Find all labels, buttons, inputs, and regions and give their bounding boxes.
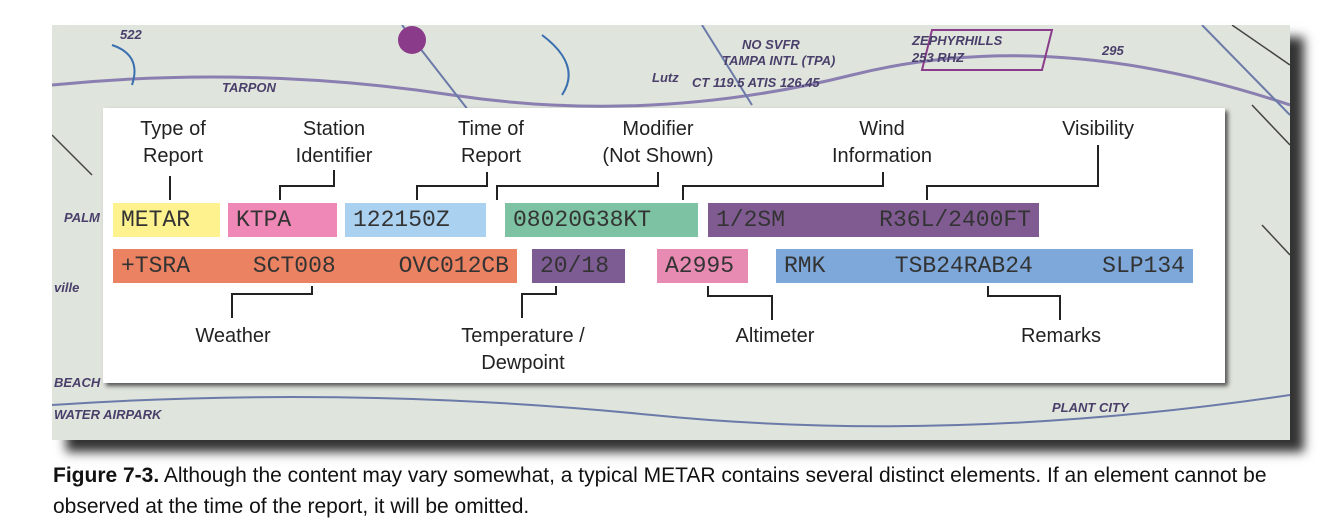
map-label: Lutz (652, 70, 679, 85)
map-label: 522 (120, 27, 142, 42)
metar-token: A2995 (665, 253, 735, 279)
map-lines (52, 25, 1290, 428)
metar-token: R36L/2400FT (879, 207, 1031, 233)
caption: Figure 7-3. Although the content may var… (53, 460, 1313, 522)
map-label: ZEPHYRHILLS (912, 33, 1003, 48)
metar-panel (103, 108, 1225, 383)
label-line: Modifier (622, 118, 694, 140)
label-line: (Not Shown) (602, 145, 714, 167)
label-line: Weather (195, 325, 271, 347)
connector (987, 286, 1061, 320)
metar-token: SCT008 (252, 253, 336, 279)
metar-token: 20/18 (540, 253, 610, 279)
map-label: PLANT CITY (1052, 400, 1129, 415)
element-label: Visibility (1062, 116, 1134, 143)
metar-token: OVC012CB (398, 253, 509, 279)
element-label: Weather (195, 323, 270, 350)
map-label: TARPON (222, 80, 276, 95)
connector (521, 286, 557, 318)
map-label: PALM (64, 210, 100, 225)
map-label: TAMPA INTL (TPA) (722, 53, 836, 68)
map-label: 295 (1102, 43, 1124, 58)
connector (416, 172, 488, 200)
connector (496, 172, 659, 200)
element-label: Time of Report (458, 116, 524, 170)
connector (682, 172, 884, 200)
map-label: CT 119.5 ATIS 126.45 (692, 75, 820, 90)
caption-text: Although the content may vary somewhat, … (53, 464, 1267, 518)
metar-element: KTPA (228, 203, 337, 237)
caption-label: Figure 7-3. (53, 464, 160, 487)
map-label: BEACH (54, 375, 101, 390)
metar-element: +TSRA SCT008 OVC012CB (113, 249, 517, 283)
metar-element: 20/18 (532, 249, 625, 283)
connector (231, 286, 313, 318)
metar-token: TSB24RAB24 (894, 253, 1033, 279)
label-line: Type of (140, 118, 206, 140)
label-line: Report (142, 145, 204, 167)
label-line: Time of (458, 118, 524, 140)
map-label: NO SVFR (742, 37, 800, 52)
metar-element: A2995 (657, 249, 748, 283)
metar-token: 1/2SM (716, 207, 786, 233)
label-line: Remarks (1020, 325, 1102, 347)
metar-token: SLP134 (1102, 253, 1185, 279)
label-line: Information (831, 145, 933, 167)
element-label: Modifier (Not Shown) (602, 116, 713, 170)
metar-token: 122150Z (353, 207, 450, 233)
metar-element: METAR (113, 203, 220, 237)
map-label: WATER AIRPARK (54, 407, 162, 422)
label-line: Altimeter (735, 325, 815, 347)
label-line: Identifier (295, 145, 373, 167)
metar-element: 08020G38KT (505, 203, 698, 237)
metar-element: RMK TSB24RAB24 SLP134 (776, 249, 1193, 283)
label-line: Station (302, 118, 366, 140)
label-line: Visibility (1062, 118, 1134, 140)
metar-token: 08020G38KT (513, 207, 652, 233)
metar-element: 122150Z (345, 203, 486, 237)
map-label: 253 RHZ (912, 50, 965, 65)
metar-token: KTPA (236, 207, 292, 233)
metar-token: RMK (784, 253, 826, 279)
connector (926, 145, 1099, 200)
map-label: ville (54, 280, 80, 295)
connector (707, 286, 773, 320)
element-label: Station Identifier (296, 116, 373, 170)
label-line: Dewpoint (481, 352, 565, 374)
element-label: Temperature / Dewpoint (461, 323, 584, 377)
element-label: Altimeter (736, 323, 815, 350)
label-line: Temperature / (461, 325, 585, 347)
element-label: Wind Information (832, 116, 932, 170)
metar-token: METAR (121, 207, 191, 233)
metar-element: 1/2SM R36L/2400FT (708, 203, 1039, 237)
label-line: Wind (859, 118, 905, 140)
element-label: Type of Report (140, 116, 206, 170)
element-label: Remarks (1021, 323, 1101, 350)
metar-token: +TSRA (121, 253, 191, 279)
connector (279, 170, 335, 200)
label-line: Report (460, 145, 522, 167)
